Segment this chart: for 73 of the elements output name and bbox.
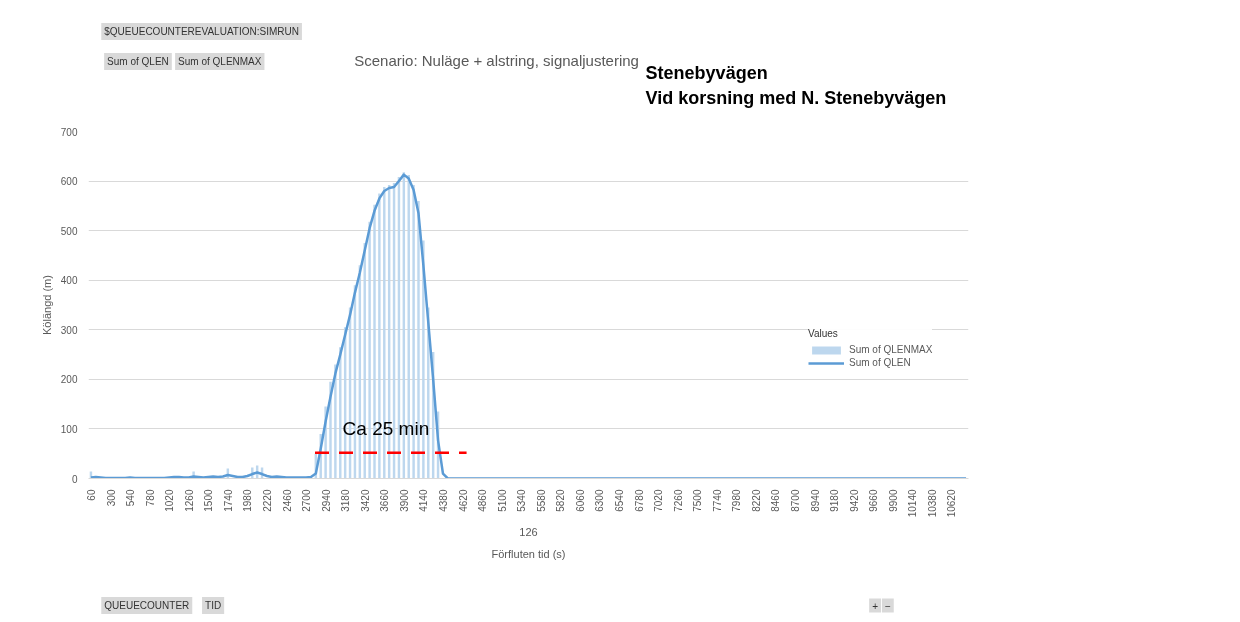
- x-tick-label: 1500: [203, 489, 215, 512]
- y-tick-label: 600: [60, 176, 78, 188]
- text: QUEUECOUNTER: [104, 600, 190, 611]
- x-tick-label: 540: [125, 489, 137, 507]
- x-tick-label: 6060: [574, 489, 586, 512]
- x-tick-label: 2940: [320, 489, 332, 512]
- x-tick-label: 10380: [926, 489, 938, 518]
- y-tick-label: 100: [60, 423, 78, 435]
- x-tick-label: 3180: [340, 489, 352, 512]
- y-tick-label: 500: [60, 225, 78, 237]
- text: −: [884, 600, 891, 612]
- bar: [334, 364, 337, 479]
- x-tick-label: 7500: [692, 489, 704, 512]
- x-tick-label: 3660: [379, 489, 391, 512]
- x-tick-label: 8220: [750, 489, 762, 512]
- x-tick-label: 4620: [457, 489, 469, 512]
- y-tick-label: 0: [71, 473, 78, 485]
- x-tick-label: 4140: [418, 489, 430, 512]
- x-tick-label: 3900: [398, 489, 410, 512]
- text: 126: [519, 525, 538, 538]
- legend-label: Sum of QLEN: [849, 357, 911, 368]
- chart-title: Scenario: Nuläge + alstring, signaljustering: [354, 52, 639, 69]
- text: Sum of QLENMAX: [178, 56, 262, 67]
- text: Vid korsning med N. Stenebyvägen: [645, 87, 947, 108]
- text: Sum of QLEN: [107, 56, 169, 67]
- text: TID: [205, 600, 222, 611]
- y-tick-label: 400: [60, 275, 78, 287]
- x-tick-label: 6540: [613, 489, 625, 512]
- x-axis-title: Förfluten tid (s): [491, 547, 566, 560]
- x-tick-label: 10140: [907, 489, 919, 518]
- x-tick-label: 10620: [946, 489, 958, 518]
- x-tick-label: 2700: [301, 489, 313, 512]
- x-tick-label: 3420: [359, 489, 371, 512]
- x-tick-label: 9660: [868, 489, 880, 512]
- legend-title: Values: [808, 328, 839, 339]
- x-tick-label: 1020: [164, 489, 176, 512]
- x-tick-label: 5820: [555, 489, 567, 512]
- x-tick-label: 5580: [535, 489, 547, 512]
- x-tick-label: 780: [144, 489, 156, 507]
- x-tick-label: 60: [85, 489, 97, 501]
- x-tick-label: 7260: [672, 489, 684, 512]
- y-tick-label: 200: [60, 374, 78, 386]
- x-tick-label: 300: [105, 489, 117, 507]
- text: +: [872, 600, 879, 612]
- y-tick-label: 300: [60, 324, 78, 336]
- annotation: Ca 25 min: [342, 418, 430, 440]
- x-tick-label: 1260: [183, 489, 195, 512]
- x-tick-label: 4860: [477, 489, 489, 512]
- x-tick-label: 2460: [281, 489, 293, 512]
- text: Stenebyvägen: [645, 62, 768, 83]
- x-tick-label: 7740: [711, 489, 723, 512]
- line-series: [89, 173, 968, 479]
- bar: [368, 221, 371, 479]
- y-axis-title: Kölängd (m): [40, 275, 53, 335]
- x-tick-label: 9900: [887, 489, 899, 512]
- x-tick-label: 4380: [437, 489, 449, 512]
- x-tick-label: 2220: [261, 489, 273, 512]
- x-tick-label: 5100: [496, 489, 508, 512]
- x-tick-label: 1980: [242, 489, 254, 512]
- x-tick-label: 8460: [770, 489, 782, 512]
- x-tick-label: 8700: [789, 489, 801, 512]
- x-tick-label: 1740: [222, 489, 234, 512]
- x-tick-label: 8940: [809, 489, 821, 512]
- x-tick-label: 9180: [829, 489, 841, 512]
- text: $QUEUECOUNTEREVALUATION:SIMRUN: [104, 26, 299, 37]
- x-tick-label: 7980: [731, 489, 743, 512]
- x-tick-label: 9420: [848, 489, 860, 512]
- y-tick-label: 700: [60, 126, 78, 138]
- x-tick-label: 5340: [516, 489, 528, 512]
- x-tick-label: 7020: [653, 489, 665, 512]
- x-tick-label: 6780: [633, 489, 645, 512]
- legend-label: Sum of QLENMAX: [849, 344, 933, 355]
- x-tick-label: 6300: [594, 489, 606, 512]
